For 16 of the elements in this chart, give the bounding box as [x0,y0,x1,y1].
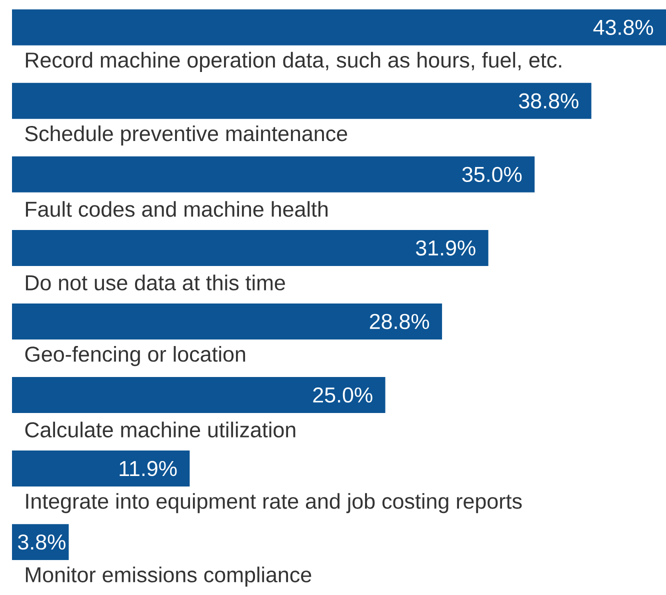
y-tick-label: Schedule preventive maintenance [25,125,348,146]
data-label: 25.0% [313,387,372,403]
data-label: 3.8% [18,534,66,550]
data-label: 38.8% [519,93,578,109]
data-label: 31.9% [416,240,476,256]
y-tick-label: Geo-fencing or location [25,346,246,366]
data-label: 43.8% [593,20,654,35]
data-label: 28.8% [370,314,430,330]
data-label: 11.9% [120,460,177,476]
y-tick-label: Monitor emissions compliance [26,566,312,587]
y-tick-label: Calculate machine utilization [25,422,296,438]
y-tick-label: Do not use data at this time [26,274,285,290]
y-tick-label: Fault codes and machine health [26,201,328,217]
y-tick-label: Record machine operation data, such as hours, fuel, etc. [26,52,562,72]
data-label: 35.0% [462,166,522,182]
y-tick-label: Integrate into equipment rate and job costing reports [26,493,522,514]
